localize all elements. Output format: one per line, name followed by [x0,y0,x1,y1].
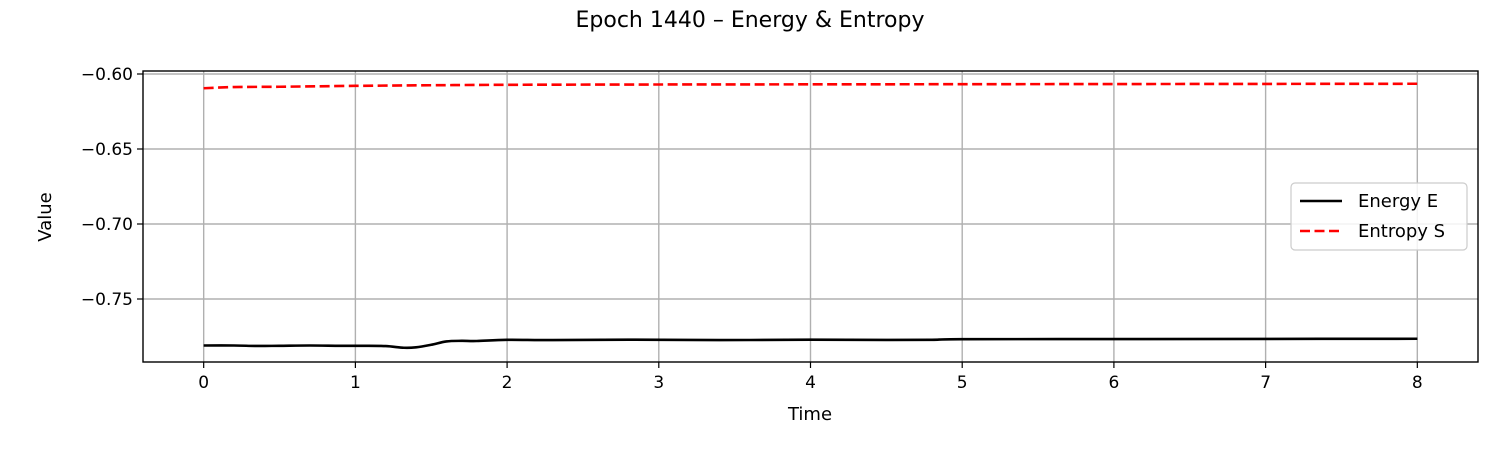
y-axis: −0.60 −0.65 −0.70 −0.75 [81,65,143,310]
legend-label-energy-e: Energy E [1358,191,1438,212]
x-tick-label: 1 [350,373,361,393]
x-axis: 0 1 2 3 4 5 6 7 8 [198,362,1423,393]
series-line-entropy-s [203,82,1418,90]
x-tick-label: 3 [653,373,664,393]
series-layer [203,82,1418,350]
y-tick-label: −0.65 [81,140,133,160]
legend: Energy E Entropy S [1290,182,1468,251]
series-line-energy-e [203,337,1418,350]
x-tick-label: 7 [1260,373,1271,393]
y-tick-label: −0.75 [81,290,133,310]
chart-title: Epoch 1440 – Energy & Entropy [576,8,925,33]
grid [143,71,1478,362]
x-tick-label: 4 [805,373,816,393]
x-tick-label: 8 [1412,373,1423,393]
x-axis-label: Time [787,404,832,425]
legend-label-entropy-s: Entropy S [1358,221,1445,242]
x-tick-label: 2 [502,373,513,393]
y-tick-label: −0.60 [81,65,133,85]
x-tick-label: 0 [198,373,209,393]
x-tick-label: 6 [1108,373,1119,393]
y-tick-label: −0.70 [81,215,133,235]
x-tick-label: 5 [957,373,968,393]
y-axis-label: Value [35,192,56,241]
